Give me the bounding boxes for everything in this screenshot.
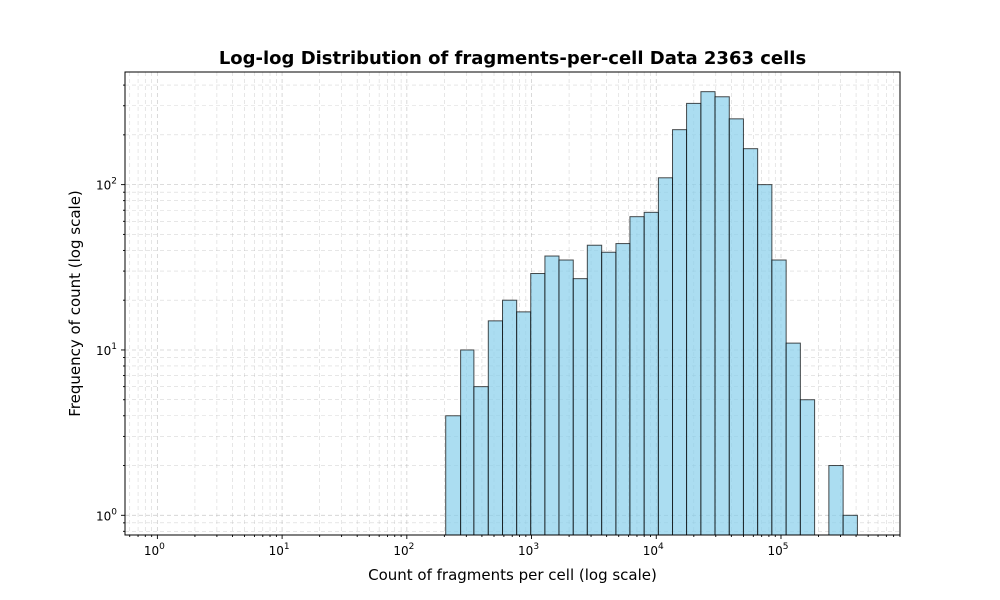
histogram-bar-15 [643,211,659,536]
histogram-bar-20 [714,96,730,536]
histogram-bar-5 [502,299,518,536]
y-tick-label-1: 101 [96,342,117,358]
histogram-bar-7 [530,273,546,536]
histogram-bar-19 [700,91,716,536]
histogram-bars [445,91,858,536]
histogram-bar-12 [601,251,617,536]
x-tick-label-2: 102 [393,542,414,558]
axis-ticks: 100 101 102 103 104 105 100 101 102 [96,84,901,558]
histogram-bar-4 [487,320,504,536]
y-axis-label: Frequency of count (log scale) [66,190,84,417]
histogram-bar-27 [828,465,844,536]
histogram-bar-2 [460,349,475,536]
histogram-bar-13 [615,243,631,536]
histogram-bar-1 [445,415,462,536]
x-axis-label: Count of fragments per cell (log scale) [368,566,657,584]
histogram-bar-26 [799,399,816,536]
x-tick-label-3: 103 [518,542,539,558]
histogram-bar-25 [785,342,801,536]
x-tick-label-0: 100 [144,542,165,558]
histogram-bar-6 [516,311,532,536]
x-tick-label-4: 104 [643,542,664,558]
x-tick-label-5: 105 [767,542,788,558]
histogram-bar-21 [728,118,744,536]
histogram-bar-11 [586,244,603,536]
histogram-bar-18 [686,102,702,536]
histogram-bar-23 [757,184,773,536]
chart-title: Log-log Distribution of fragments-per-ce… [219,48,806,69]
histogram-bar-28 [842,514,858,536]
histogram-bar-3 [473,386,489,536]
histogram-bar-17 [672,129,688,536]
histogram-bar-14 [629,216,645,536]
histogram-bar-24 [771,259,787,536]
y-tick-label-2: 102 [96,177,117,193]
histogram-bar-10 [572,278,588,536]
histogram-bar-16 [657,177,674,536]
y-tick-label-0: 100 [96,507,117,523]
histogram-bar-9 [558,259,574,536]
histogram-bar-22 [742,148,759,536]
histogram-bar-8 [544,255,560,536]
x-tick-label-1: 101 [269,542,290,558]
